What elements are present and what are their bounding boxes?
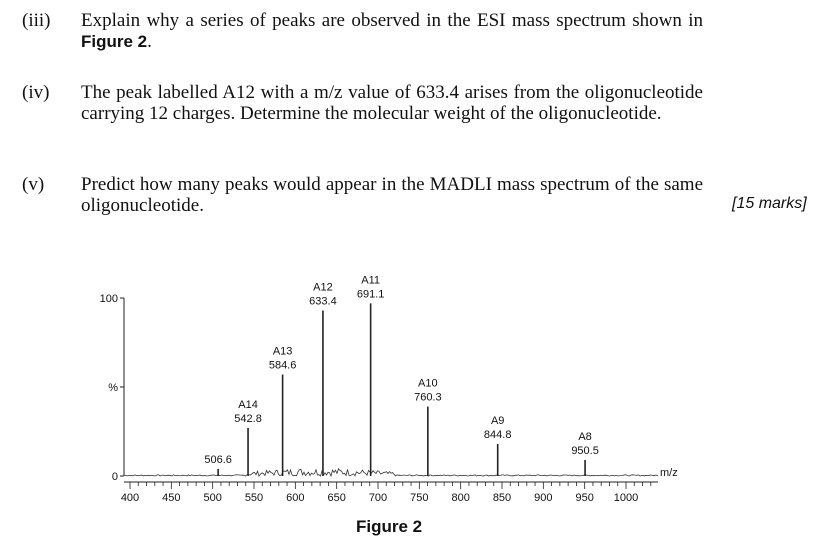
- x-tick-label: 900: [534, 492, 552, 504]
- peak-series: 506.6 542.8 A14 584.6 A13 633.4 A12 691.1 A11 760…: [204, 274, 599, 476]
- x-tick-label: 850: [493, 492, 511, 504]
- x-tick-label: 550: [245, 492, 263, 504]
- peak-name-label: A13: [273, 346, 293, 358]
- y-axis-label: %: [108, 382, 118, 394]
- peak-mz-label: 633.4: [309, 295, 337, 307]
- x-tick-label: 500: [203, 492, 221, 504]
- x-tick-label: 1000: [614, 492, 638, 504]
- y-tick-label: 0: [112, 471, 118, 483]
- x-tick-label: 800: [451, 492, 469, 504]
- x-tick-label: 600: [286, 492, 304, 504]
- question-number: (v): [22, 174, 45, 195]
- peak-mz-label: 506.6: [204, 454, 232, 466]
- question-text-part: Explain why a series of peaks are observ…: [81, 10, 703, 31]
- baseline-noise-trace: [123, 468, 659, 478]
- y-tick-label: 100: [100, 293, 118, 305]
- x-tick-label: 450: [162, 492, 180, 504]
- chart-axes: 400 450 500 550 600 650 700 750 800 850 900 950 1000: [120, 297, 658, 504]
- question-number: (iv): [22, 82, 50, 103]
- figure-caption: Figure 2: [356, 517, 423, 536]
- question-text-part: .: [147, 31, 152, 52]
- peak-name-label: A10: [418, 378, 438, 390]
- question-text: Predict how many peaks would appear in t…: [81, 174, 703, 216]
- peak-mz-label: 584.6: [269, 360, 297, 372]
- peak-mz-label: 542.8: [234, 413, 262, 425]
- peak-name-label: A9: [491, 415, 504, 427]
- peak-name-label: A11: [361, 274, 380, 286]
- question-text: Explain why a series of peaks are observ…: [81, 10, 703, 52]
- figure-reference: Figure 2: [81, 32, 148, 51]
- baseline-noise: [123, 468, 659, 478]
- x-axis-label: m/z: [660, 467, 678, 479]
- peak-name-label: A12: [313, 281, 333, 293]
- peak-mz-label: 844.8: [484, 429, 512, 441]
- peak-name-label: A8: [578, 431, 591, 443]
- peak-name-label: A14: [238, 399, 258, 411]
- peak-mz-label: 950.5: [571, 445, 599, 457]
- question-number: (iii): [22, 10, 51, 31]
- x-tick-label: 400: [121, 492, 139, 504]
- peak-mz-label: 691.1: [357, 288, 385, 300]
- question-text: The peak labelled A12 with a m/z value o…: [81, 82, 703, 124]
- x-tick-label: 950: [575, 492, 593, 504]
- marks-label: [15 marks]: [732, 195, 807, 212]
- x-tick-label: 750: [410, 492, 428, 504]
- x-tick-label: 650: [327, 492, 345, 504]
- x-tick-label: 700: [369, 492, 387, 504]
- peak-mz-label: 760.3: [414, 392, 442, 404]
